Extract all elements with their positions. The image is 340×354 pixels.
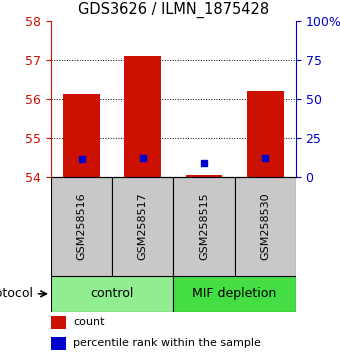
Bar bbox=[247, 91, 284, 177]
Point bbox=[79, 156, 84, 162]
Text: GSM258516: GSM258516 bbox=[76, 193, 87, 261]
Text: GSM258517: GSM258517 bbox=[138, 193, 148, 261]
Bar bbox=[51, 177, 112, 276]
Text: count: count bbox=[73, 317, 104, 327]
Bar bbox=[235, 177, 296, 276]
Bar bbox=[173, 276, 296, 312]
Bar bbox=[51, 276, 173, 312]
Title: GDS3626 / ILMN_1875428: GDS3626 / ILMN_1875428 bbox=[78, 2, 269, 18]
Point bbox=[262, 155, 268, 160]
Text: control: control bbox=[90, 287, 134, 300]
Point bbox=[140, 155, 146, 161]
Text: GSM258530: GSM258530 bbox=[260, 193, 270, 261]
Text: protocol: protocol bbox=[0, 287, 34, 300]
Bar bbox=[112, 177, 173, 276]
Text: percentile rank within the sample: percentile rank within the sample bbox=[73, 338, 261, 348]
Bar bbox=[173, 177, 235, 276]
Text: MIF depletion: MIF depletion bbox=[192, 287, 277, 300]
Bar bbox=[124, 56, 161, 177]
Text: GSM258515: GSM258515 bbox=[199, 193, 209, 261]
Point bbox=[201, 160, 207, 166]
Bar bbox=[63, 95, 100, 177]
Bar bbox=[51, 316, 66, 329]
Bar bbox=[186, 175, 222, 177]
Bar bbox=[51, 337, 66, 350]
